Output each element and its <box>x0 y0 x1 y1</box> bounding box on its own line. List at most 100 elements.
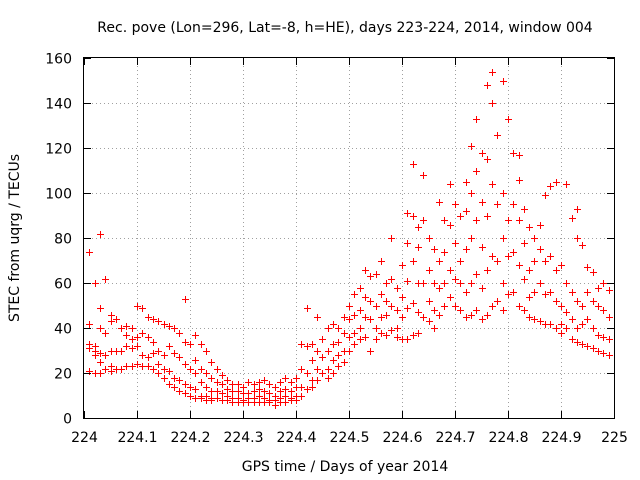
data-point <box>198 395 205 402</box>
y-tick-label: 40 <box>54 322 72 338</box>
data-point <box>447 222 454 229</box>
data-point <box>521 307 528 314</box>
data-point <box>330 341 337 348</box>
data-point <box>351 291 358 298</box>
data-point <box>97 370 104 377</box>
data-point <box>394 307 401 314</box>
data-point <box>351 330 358 337</box>
data-point <box>166 381 173 388</box>
data-point <box>431 280 438 287</box>
data-point <box>357 325 364 332</box>
data-point <box>420 217 427 224</box>
data-point <box>288 379 295 386</box>
data-point <box>171 325 178 332</box>
data-point <box>388 235 395 242</box>
data-point <box>86 249 93 256</box>
data-point <box>463 314 470 321</box>
data-point <box>563 309 570 316</box>
data-point <box>330 357 337 364</box>
x-axis-label: GPS time / Days of year 2014 <box>242 459 449 475</box>
data-point <box>134 334 141 341</box>
data-point <box>161 321 168 328</box>
data-point <box>192 357 199 364</box>
data-point <box>176 330 183 337</box>
data-point <box>388 276 395 283</box>
data-point <box>367 298 374 305</box>
data-point <box>145 363 152 370</box>
data-point <box>129 325 136 332</box>
data-point <box>516 152 523 159</box>
data-point <box>542 192 549 199</box>
data-point <box>203 370 210 377</box>
data-point <box>325 366 332 373</box>
data-point <box>410 213 417 220</box>
data-point <box>203 348 210 355</box>
data-point <box>229 381 236 388</box>
data-point <box>129 336 136 343</box>
data-point <box>298 341 305 348</box>
data-point <box>600 280 607 287</box>
data-point <box>468 190 475 197</box>
data-point <box>367 273 374 280</box>
data-point <box>319 336 326 343</box>
data-point <box>139 305 146 312</box>
data-point <box>463 179 470 186</box>
data-point <box>102 366 109 373</box>
data-point <box>595 332 602 339</box>
data-point <box>378 314 385 321</box>
data-point <box>304 305 311 312</box>
data-point <box>415 224 422 231</box>
data-point <box>553 298 560 305</box>
data-point <box>590 325 597 332</box>
data-point <box>145 354 152 361</box>
data-point <box>595 348 602 355</box>
data-point <box>600 307 607 314</box>
data-point <box>182 296 189 303</box>
data-point <box>176 354 183 361</box>
data-point <box>479 316 486 323</box>
data-point <box>113 316 120 323</box>
data-point <box>208 359 215 366</box>
data-point <box>357 285 364 292</box>
data-point <box>325 348 332 355</box>
data-point <box>373 325 380 332</box>
y-tick-label: 160 <box>45 52 72 68</box>
data-point <box>426 235 433 242</box>
data-point <box>166 368 173 375</box>
data-point <box>574 298 581 305</box>
data-point <box>410 332 417 339</box>
axis-ticks <box>84 58 615 419</box>
data-point <box>383 280 390 287</box>
data-point <box>415 330 422 337</box>
data-point <box>489 69 496 76</box>
data-point <box>251 388 258 395</box>
data-point <box>187 393 194 400</box>
data-point <box>235 388 242 395</box>
data-point <box>330 370 337 377</box>
data-point <box>362 267 369 274</box>
data-point <box>516 217 523 224</box>
data-point <box>118 366 125 373</box>
data-point <box>452 276 459 283</box>
data-point <box>245 399 252 406</box>
data-point <box>97 359 104 366</box>
data-point <box>383 298 390 305</box>
data-point <box>574 206 581 213</box>
data-point <box>457 213 464 220</box>
data-point <box>494 298 501 305</box>
data-point <box>468 143 475 150</box>
x-tick-label: 224.6 <box>382 430 422 446</box>
data-point <box>526 314 533 321</box>
data-point <box>521 240 528 247</box>
data-point <box>526 224 533 231</box>
data-point <box>102 276 109 283</box>
data-point <box>420 280 427 287</box>
data-point <box>214 366 221 373</box>
data-point <box>282 399 289 406</box>
x-tick-label: 224.7 <box>435 430 475 446</box>
data-point <box>335 352 342 359</box>
data-point <box>505 116 512 123</box>
data-point <box>118 325 125 332</box>
y-axis-label: STEC from uqrg / TECUs <box>7 154 23 322</box>
